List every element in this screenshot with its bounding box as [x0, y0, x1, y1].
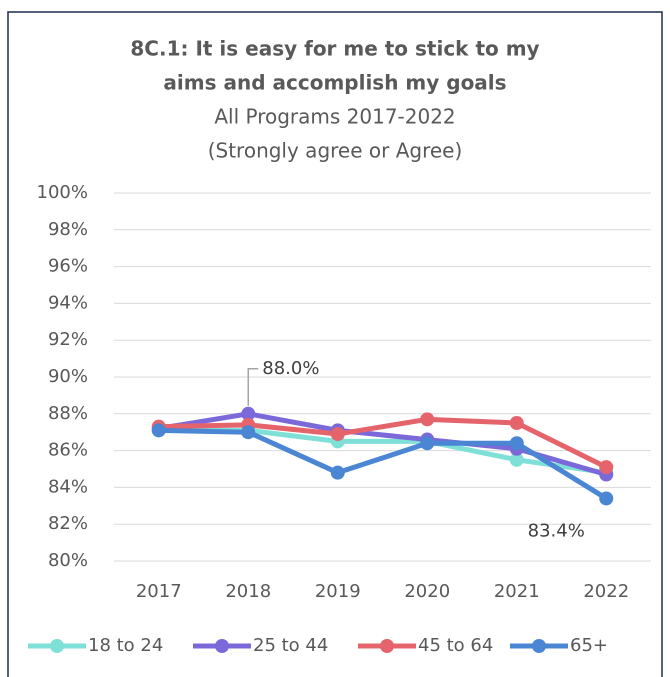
- legend-label: 45 to 64: [418, 635, 493, 656]
- point: [151, 423, 166, 438]
- point: [599, 491, 614, 506]
- y-tick-label: 88%: [48, 403, 88, 424]
- point: [599, 460, 614, 475]
- series-line: [158, 416, 608, 470]
- y-tick-label: 94%: [48, 292, 88, 313]
- x-tick-label: 2018: [225, 581, 271, 602]
- y-tick-label: 100%: [37, 182, 88, 203]
- chart-title: aims and accomplish my goals: [163, 71, 506, 95]
- point: [330, 427, 345, 442]
- chart-title: 8C.1: It is easy for me to stick to my: [130, 37, 539, 61]
- y-tick-label: 84%: [48, 476, 88, 497]
- chart-subtitle: All Programs 2017-2022: [214, 105, 455, 129]
- legend-marker: [380, 639, 394, 653]
- legend-label: 65+: [570, 635, 608, 656]
- y-tick-label: 82%: [48, 513, 88, 534]
- data-label: 88.0%: [262, 358, 319, 379]
- point: [241, 425, 256, 440]
- point: [509, 436, 524, 451]
- point: [330, 465, 345, 480]
- legend-marker: [532, 639, 546, 653]
- series-line: [158, 427, 608, 501]
- y-tick-label: 96%: [48, 256, 88, 277]
- point: [420, 436, 435, 451]
- y-tick-label: 92%: [48, 329, 88, 350]
- y-tick-label: 90%: [48, 366, 88, 387]
- point: [509, 452, 524, 467]
- point: [241, 406, 256, 421]
- y-tick-label: 80%: [48, 550, 88, 571]
- leader-line: [247, 368, 259, 406]
- x-tick-label: 2019: [315, 581, 361, 602]
- legend-label: 25 to 44: [253, 635, 328, 656]
- legend-label: 18 to 24: [88, 635, 163, 656]
- point: [420, 412, 435, 427]
- data-label: 83.4%: [528, 520, 585, 541]
- x-tick-label: 2017: [136, 581, 182, 602]
- x-tick-label: 2020: [404, 581, 450, 602]
- point: [509, 416, 524, 430]
- chart-frame: [7, 11, 663, 677]
- legend-marker: [215, 639, 229, 653]
- x-tick-label: 2022: [583, 581, 629, 602]
- y-tick-label: 86%: [48, 440, 88, 461]
- chart-subtitle: (Strongly agree or Agree): [208, 139, 463, 163]
- legend-marker: [50, 639, 64, 653]
- y-tick-label: 98%: [48, 219, 88, 240]
- x-tick-label: 2021: [494, 581, 540, 602]
